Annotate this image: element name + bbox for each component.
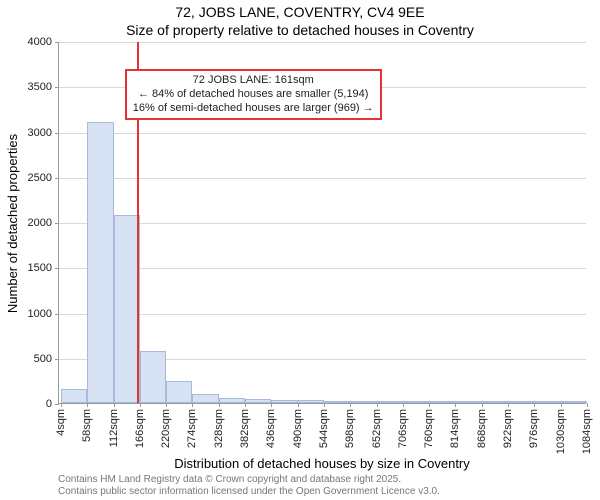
histogram-bar: [508, 401, 534, 403]
y-tick-mark: [55, 268, 59, 269]
x-tick-label: 274sqm: [186, 409, 198, 448]
y-tick-label: 3500: [12, 81, 52, 93]
x-tick-mark: [166, 403, 167, 407]
chart-title-line1: 72, JOBS LANE, COVENTRY, CV4 9EE: [0, 4, 600, 20]
x-tick-mark: [429, 403, 430, 407]
x-tick-mark: [508, 403, 509, 407]
histogram-bar: [166, 381, 192, 403]
footer: Contains HM Land Registry data © Crown c…: [58, 474, 440, 498]
y-tick-mark: [55, 404, 59, 405]
x-tick-label: 112sqm: [108, 409, 120, 447]
y-tick-mark: [55, 133, 59, 134]
histogram-bar: [534, 401, 560, 403]
annotation-line2: ← 84% of detached houses are smaller (5,…: [133, 88, 374, 102]
x-tick-mark: [114, 403, 115, 407]
histogram-bar: [377, 401, 403, 403]
x-tick-mark: [561, 403, 562, 407]
x-tick-label: 652sqm: [371, 409, 383, 448]
footer-line1: Contains HM Land Registry data © Crown c…: [58, 474, 440, 486]
histogram-bar: [245, 399, 271, 403]
chart-title-line2: Size of property relative to detached ho…: [0, 22, 600, 38]
y-tick-label: 0: [12, 398, 52, 410]
x-tick-mark: [377, 403, 378, 407]
y-tick-label: 3000: [12, 127, 52, 139]
x-tick-mark: [455, 403, 456, 407]
y-tick-label: 1500: [12, 262, 52, 274]
histogram-bar: [561, 401, 587, 403]
x-tick-label: 598sqm: [344, 409, 356, 448]
x-tick-label: 4sqm: [55, 409, 67, 436]
x-tick-mark: [271, 403, 272, 407]
x-tick-label: 166sqm: [134, 409, 146, 448]
x-tick-mark: [61, 403, 62, 407]
x-tick-mark: [534, 403, 535, 407]
histogram-bar: [219, 398, 245, 403]
footer-line2: Contains public sector information licen…: [58, 486, 440, 498]
histogram-bar: [271, 400, 297, 403]
x-tick-mark: [87, 403, 88, 407]
x-tick-label: 814sqm: [449, 409, 461, 448]
histogram-bar: [429, 401, 455, 403]
histogram-bar: [350, 401, 376, 403]
x-tick-label: 976sqm: [528, 409, 540, 448]
x-tick-mark: [219, 403, 220, 407]
x-tick-mark: [403, 403, 404, 407]
x-tick-mark: [350, 403, 351, 407]
annotation-line3: 16% of semi-detached houses are larger (…: [133, 102, 374, 116]
histogram-bar: [298, 400, 324, 403]
annotation-box: 72 JOBS LANE: 161sqm← 84% of detached ho…: [125, 69, 382, 120]
histogram-bar: [324, 401, 350, 403]
x-tick-label: 1030sqm: [555, 409, 567, 454]
histogram-bar: [403, 401, 429, 403]
x-tick-mark: [298, 403, 299, 407]
x-tick-mark: [587, 403, 588, 407]
x-tick-label: 328sqm: [213, 409, 225, 448]
histogram-bar: [482, 401, 508, 403]
y-tick-label: 4000: [12, 36, 52, 48]
histogram-bar: [87, 122, 113, 403]
histogram-bar: [114, 215, 140, 403]
x-tick-mark: [324, 403, 325, 407]
y-tick-label: 1000: [12, 308, 52, 320]
x-tick-label: 382sqm: [239, 409, 251, 448]
y-tick-mark: [55, 42, 59, 43]
y-tick-label: 2500: [12, 172, 52, 184]
y-tick-label: 500: [12, 353, 52, 365]
x-axis-label: Distribution of detached houses by size …: [58, 456, 586, 471]
x-tick-mark: [245, 403, 246, 407]
x-tick-label: 490sqm: [292, 409, 304, 448]
x-tick-label: 220sqm: [160, 409, 172, 448]
histogram-bar: [61, 389, 87, 403]
x-tick-label: 706sqm: [397, 409, 409, 448]
x-tick-label: 868sqm: [476, 409, 488, 448]
annotation-line1: 72 JOBS LANE: 161sqm: [133, 74, 374, 88]
y-tick-label: 2000: [12, 217, 52, 229]
x-tick-label: 1084sqm: [581, 409, 593, 454]
x-tick-label: 58sqm: [81, 409, 93, 442]
y-tick-mark: [55, 178, 59, 179]
histogram-bar: [140, 351, 166, 403]
x-tick-mark: [192, 403, 193, 407]
y-tick-mark: [55, 314, 59, 315]
x-tick-label: 922sqm: [502, 409, 514, 448]
plot-area: 4sqm58sqm112sqm166sqm220sqm274sqm328sqm3…: [58, 42, 586, 404]
x-tick-mark: [140, 403, 141, 407]
chart-container: 72, JOBS LANE, COVENTRY, CV4 9EE Size of…: [0, 0, 600, 500]
x-tick-mark: [482, 403, 483, 407]
x-tick-label: 760sqm: [423, 409, 435, 448]
x-tick-label: 544sqm: [318, 409, 330, 448]
y-tick-mark: [55, 87, 59, 88]
y-tick-mark: [55, 223, 59, 224]
histogram-bar: [192, 394, 218, 403]
histogram-bar: [455, 401, 481, 403]
y-tick-mark: [55, 359, 59, 360]
x-tick-label: 436sqm: [265, 409, 277, 448]
